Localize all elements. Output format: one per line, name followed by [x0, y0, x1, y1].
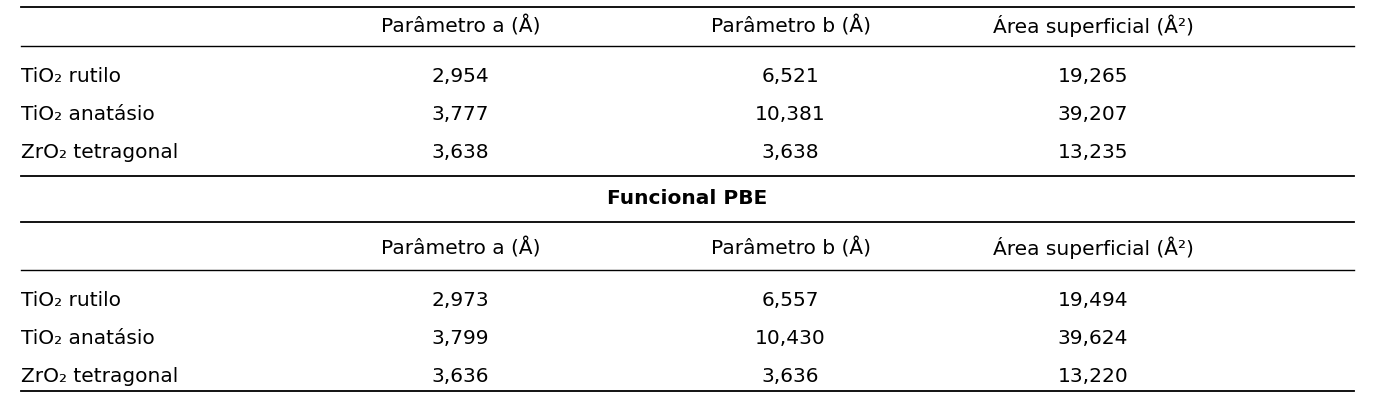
Text: TiO₂ rutilo: TiO₂ rutilo [21, 67, 121, 86]
Text: TiO₂ anatásio: TiO₂ anatásio [21, 105, 154, 124]
Text: TiO₂ rutilo: TiO₂ rutilo [21, 291, 121, 310]
Text: 2,973: 2,973 [432, 291, 490, 310]
Text: 39,207: 39,207 [1057, 105, 1129, 124]
Text: 13,220: 13,220 [1057, 367, 1129, 385]
Text: 3,638: 3,638 [432, 143, 490, 162]
Text: 3,638: 3,638 [762, 143, 820, 162]
Text: Parâmetro b (Å): Parâmetro b (Å) [711, 238, 870, 259]
Text: 3,799: 3,799 [432, 329, 490, 348]
Text: Parâmetro a (Å): Parâmetro a (Å) [381, 15, 540, 36]
Text: 39,624: 39,624 [1057, 329, 1129, 348]
Text: 10,430: 10,430 [755, 329, 826, 348]
Text: 19,265: 19,265 [1057, 67, 1129, 86]
Text: 3,777: 3,777 [432, 105, 490, 124]
Text: Área superficial (Å²): Área superficial (Å²) [993, 237, 1194, 259]
Text: 19,494: 19,494 [1057, 291, 1129, 310]
Text: 6,557: 6,557 [762, 291, 820, 310]
Text: 3,636: 3,636 [762, 367, 820, 385]
Text: Parâmetro b (Å): Parâmetro b (Å) [711, 15, 870, 36]
Text: ZrO₂ tetragonal: ZrO₂ tetragonal [21, 367, 177, 385]
Text: 6,521: 6,521 [762, 67, 820, 86]
Text: 13,235: 13,235 [1057, 143, 1129, 162]
Text: Funcional PBE: Funcional PBE [608, 190, 767, 209]
Text: Área superficial (Å²): Área superficial (Å²) [993, 15, 1194, 37]
Text: 10,381: 10,381 [755, 105, 826, 124]
Text: TiO₂ anatásio: TiO₂ anatásio [21, 329, 154, 348]
Text: Parâmetro a (Å): Parâmetro a (Å) [381, 238, 540, 259]
Text: ZrO₂ tetragonal: ZrO₂ tetragonal [21, 143, 177, 162]
Text: 2,954: 2,954 [432, 67, 490, 86]
Text: 3,636: 3,636 [432, 367, 490, 385]
